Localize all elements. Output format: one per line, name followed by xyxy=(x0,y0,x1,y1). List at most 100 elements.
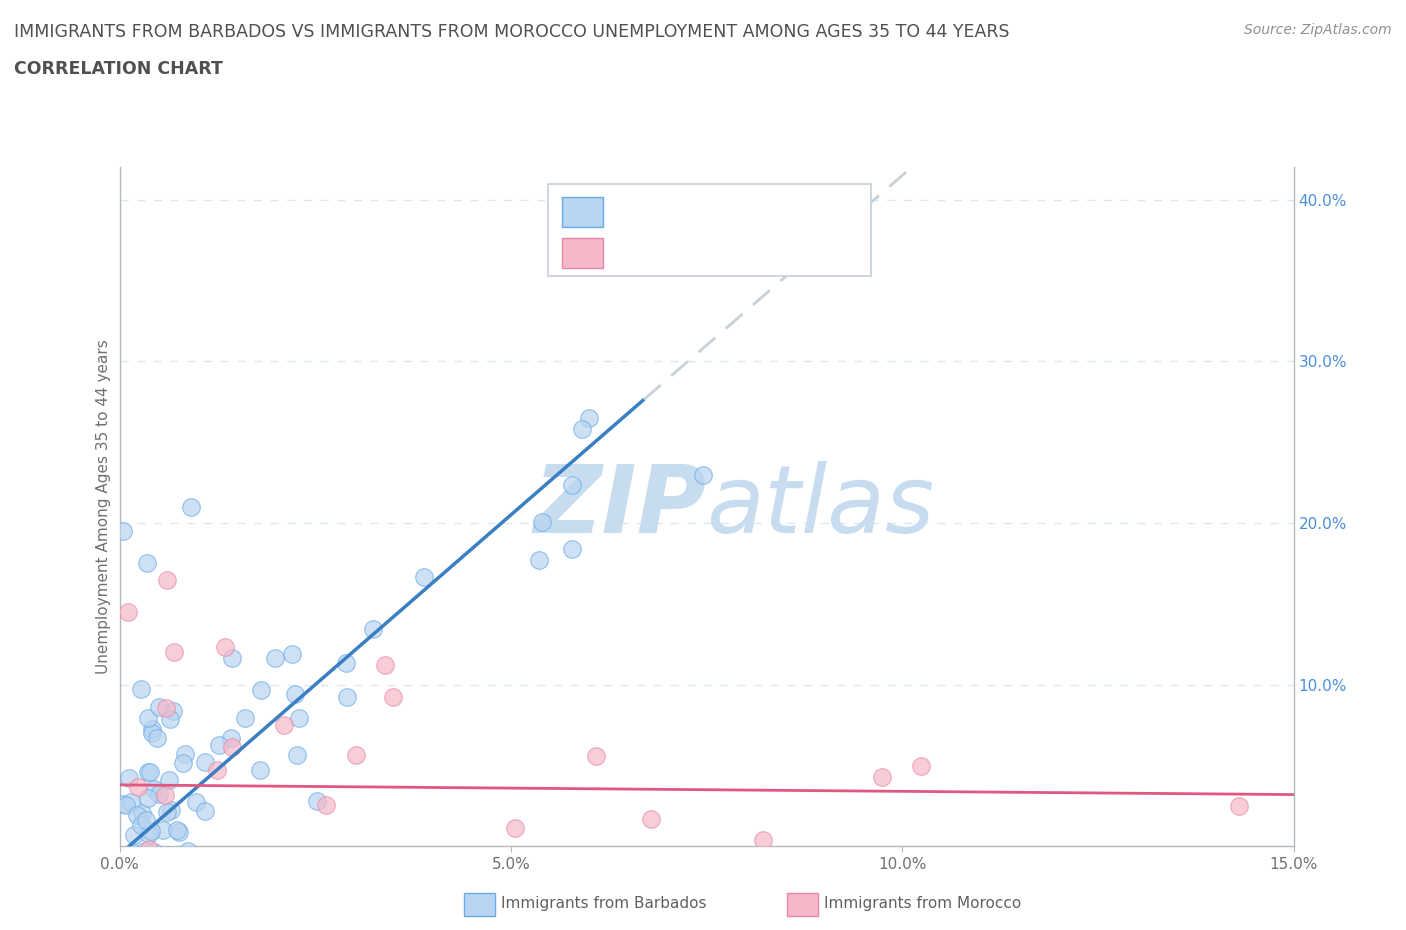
Point xyxy=(167,825,190,840)
Point xyxy=(221,739,243,754)
Point xyxy=(159,884,181,898)
Point xyxy=(134,844,156,858)
Point xyxy=(561,541,583,556)
Point xyxy=(335,656,357,671)
Point xyxy=(145,887,167,902)
Text: Source: ZipAtlas.com: Source: ZipAtlas.com xyxy=(1244,23,1392,37)
Point xyxy=(194,755,217,770)
Point xyxy=(529,552,551,567)
Text: CORRELATION CHART: CORRELATION CHART xyxy=(14,60,224,78)
Point xyxy=(120,795,142,810)
Point xyxy=(134,867,156,882)
Point xyxy=(124,887,146,902)
Text: N =: N = xyxy=(741,200,778,219)
FancyBboxPatch shape xyxy=(562,238,603,268)
FancyBboxPatch shape xyxy=(548,184,870,276)
Point xyxy=(585,748,607,763)
Point xyxy=(112,524,135,538)
Point xyxy=(127,807,149,822)
Point xyxy=(139,764,162,779)
Point xyxy=(336,689,359,704)
Point xyxy=(561,478,583,493)
Point xyxy=(127,779,149,794)
Point xyxy=(155,701,177,716)
Point xyxy=(148,787,170,802)
Point xyxy=(143,844,166,859)
Point xyxy=(141,823,163,838)
Point xyxy=(571,421,593,436)
Text: IMMIGRANTS FROM BARBADOS VS IMMIGRANTS FROM MOROCCO UNEMPLOYMENT AMONG AGES 35 T: IMMIGRANTS FROM BARBADOS VS IMMIGRANTS F… xyxy=(14,23,1010,41)
Point xyxy=(910,758,932,773)
Text: Immigrants from Morocco: Immigrants from Morocco xyxy=(824,897,1021,911)
Point xyxy=(263,650,285,665)
Point xyxy=(1237,884,1260,899)
Text: 0.674: 0.674 xyxy=(666,200,720,219)
Point xyxy=(344,748,367,763)
Point xyxy=(136,764,159,779)
Text: N =: N = xyxy=(741,243,778,260)
Point xyxy=(870,770,893,785)
Point xyxy=(146,731,169,746)
Point xyxy=(640,811,662,826)
Point xyxy=(143,781,166,796)
Text: 76: 76 xyxy=(790,200,813,219)
Point xyxy=(129,866,152,881)
Point xyxy=(219,731,242,746)
Point xyxy=(752,832,775,847)
Text: R =: R = xyxy=(617,243,654,260)
Point xyxy=(131,682,153,697)
Point xyxy=(117,604,139,619)
Point xyxy=(250,683,273,698)
Point xyxy=(233,711,256,726)
Point xyxy=(135,813,157,828)
Point xyxy=(162,703,184,718)
Point xyxy=(159,711,181,726)
Point xyxy=(157,773,180,788)
Point xyxy=(374,658,396,672)
Point xyxy=(578,410,600,425)
Point xyxy=(138,826,160,841)
Point xyxy=(287,711,309,725)
Point xyxy=(478,885,501,900)
Point xyxy=(134,887,156,902)
Point xyxy=(413,569,436,584)
Point xyxy=(221,650,243,665)
Point xyxy=(124,845,146,860)
Point xyxy=(530,514,553,529)
Point xyxy=(307,794,329,809)
Text: R =: R = xyxy=(617,200,654,219)
Text: Immigrants from Barbados: Immigrants from Barbados xyxy=(501,897,706,911)
Point xyxy=(141,725,163,740)
Point xyxy=(180,499,202,514)
Point xyxy=(135,556,157,571)
Text: -0.081: -0.081 xyxy=(666,243,725,260)
Point xyxy=(120,881,142,896)
Point xyxy=(194,804,217,818)
Point xyxy=(273,717,295,732)
Point xyxy=(172,755,194,770)
Point xyxy=(214,639,236,654)
Point xyxy=(111,797,134,812)
Point xyxy=(163,644,186,659)
FancyBboxPatch shape xyxy=(562,197,603,228)
Point xyxy=(287,748,309,763)
Point xyxy=(503,821,526,836)
Point xyxy=(208,737,231,752)
Point xyxy=(129,851,152,866)
Point xyxy=(155,572,177,587)
Point xyxy=(284,686,307,701)
Point xyxy=(131,806,153,821)
Text: atlas: atlas xyxy=(707,461,935,552)
Point xyxy=(122,827,145,842)
Point xyxy=(281,646,304,661)
Point xyxy=(141,722,163,737)
Text: 26: 26 xyxy=(790,243,813,260)
Point xyxy=(160,803,183,817)
Point xyxy=(381,689,404,704)
Point xyxy=(166,822,188,837)
Point xyxy=(315,797,337,812)
Point xyxy=(115,798,138,813)
Point xyxy=(221,864,243,879)
Point xyxy=(1227,799,1250,814)
Point xyxy=(138,842,160,857)
